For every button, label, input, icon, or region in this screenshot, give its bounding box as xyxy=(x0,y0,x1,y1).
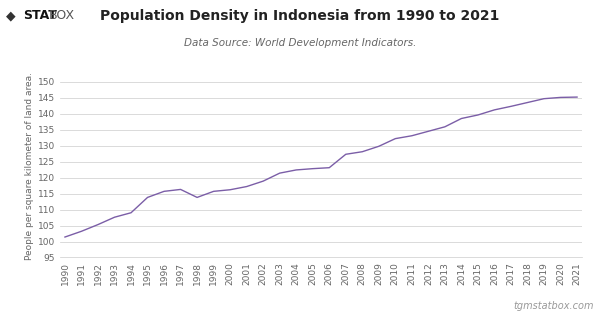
Y-axis label: People per square kilometer of land area.: People per square kilometer of land area… xyxy=(25,73,34,260)
Text: Population Density in Indonesia from 1990 to 2021: Population Density in Indonesia from 199… xyxy=(100,9,500,24)
Text: STAT: STAT xyxy=(23,9,56,22)
Text: tgmstatbox.com: tgmstatbox.com xyxy=(514,301,594,311)
Text: ◆: ◆ xyxy=(6,9,16,22)
Text: Data Source: World Development Indicators.: Data Source: World Development Indicator… xyxy=(184,38,416,48)
Text: BOX: BOX xyxy=(49,9,76,22)
